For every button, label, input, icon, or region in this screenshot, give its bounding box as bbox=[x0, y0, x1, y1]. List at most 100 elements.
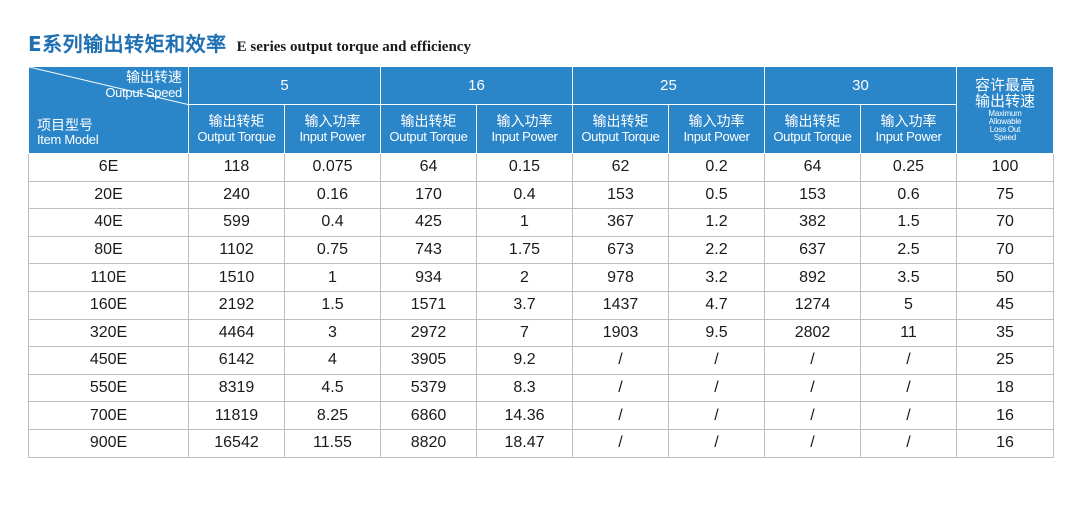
cell-power-30: 1.5 bbox=[860, 208, 957, 237]
cell-torque-16: 3905 bbox=[380, 346, 477, 375]
cell-power-5: 4 bbox=[284, 346, 381, 375]
cell-torque-30: 637 bbox=[764, 236, 861, 265]
cell-torque-25: 367 bbox=[572, 208, 669, 237]
cell-torque-5: 1510 bbox=[188, 263, 285, 292]
cell-torque-5: 240 bbox=[188, 181, 285, 210]
max-speed-en-line2: Allowable bbox=[988, 116, 1022, 126]
cell-torque-25: 673 bbox=[572, 236, 669, 265]
page-title: E系列输出转矩和效率 E series output torque and ef… bbox=[28, 28, 471, 58]
corner-model-label: 项目型号 Item Model bbox=[37, 118, 99, 148]
cell-power-5: 1.5 bbox=[284, 291, 381, 320]
cell-item-model: 550E bbox=[28, 374, 189, 403]
cell-power-16: 1 bbox=[476, 208, 573, 237]
cell-torque-16: 425 bbox=[380, 208, 477, 237]
cell-torque-25: / bbox=[572, 401, 669, 430]
corner-diagonal-line bbox=[29, 67, 188, 106]
table-row: 700E 11819 8.25 6860 14.36// //16 bbox=[28, 401, 1054, 430]
corner-model-en: Item Model bbox=[37, 132, 99, 148]
cell-max-speed: 16 bbox=[956, 401, 1054, 430]
cell-item-model: 110E bbox=[28, 263, 189, 292]
table-row: 160E 2192 1.5 1571 3.7 1437 4.7 1274 5 45 bbox=[28, 291, 1054, 320]
col-header-torque-en: Output Torque bbox=[581, 128, 660, 144]
cell-power-25: / bbox=[668, 429, 765, 458]
col-header-power-en: Input Power bbox=[683, 128, 750, 144]
col-header-power-cn: 输入功率 bbox=[688, 113, 745, 130]
max-speed-cn-line1: 容许最高 bbox=[974, 76, 1035, 95]
cell-max-speed: 100 bbox=[956, 153, 1054, 182]
cell-power-16: 9.2 bbox=[476, 346, 573, 375]
cell-torque-25: / bbox=[572, 346, 669, 375]
cell-power-5: 0.4 bbox=[284, 208, 381, 237]
cell-power-30: 5 bbox=[860, 291, 957, 320]
col-header-torque: 输出转矩 Output Torque bbox=[380, 104, 477, 154]
col-header-power-en: Input Power bbox=[491, 128, 558, 144]
table-header: 输出转速 Output Speed 项目型号 Item Model 5 16 2… bbox=[28, 66, 1054, 154]
cell-max-speed: 35 bbox=[956, 319, 1054, 348]
col-header-torque-cn: 输出转矩 bbox=[784, 113, 841, 130]
cell-torque-16: 170 bbox=[380, 181, 477, 210]
cell-power-5: 3 bbox=[284, 319, 381, 348]
col-header-power: 输入功率 Input Power bbox=[860, 104, 957, 154]
title-english: E series output torque and efficiency bbox=[236, 39, 471, 55]
cell-power-25: / bbox=[668, 346, 765, 375]
cell-power-16: 2 bbox=[476, 263, 573, 292]
cell-torque-30: / bbox=[764, 429, 861, 458]
table-row: 900E 16542 11.55 8820 18.47// //16 bbox=[28, 429, 1054, 458]
cell-item-model: 80E bbox=[28, 236, 189, 265]
cell-torque-30: / bbox=[764, 346, 861, 375]
table-body: 6E 118 0.075 64 0.15 62 0.2 64 0.25 100 20E 240 0.16… bbox=[28, 153, 1054, 458]
col-header-torque-cn: 输出转矩 bbox=[208, 113, 265, 130]
cell-power-30: 2.5 bbox=[860, 236, 957, 265]
cell-torque-30: 64 bbox=[764, 153, 861, 182]
cell-max-speed: 16 bbox=[956, 429, 1054, 458]
cell-max-speed: 70 bbox=[956, 208, 1054, 237]
table-row: 80E 1102 0.75 743 1.75 673 2.2 637 2.5 70 bbox=[28, 236, 1054, 265]
col-header-power-en: Input Power bbox=[299, 128, 366, 144]
cell-power-16: 0.4 bbox=[476, 181, 573, 210]
cell-item-model: 700E bbox=[28, 401, 189, 430]
table-row: 550E 8319 4.5 5379 8.3// //18 bbox=[28, 374, 1054, 403]
torque-efficiency-table: 输出转速 Output Speed 项目型号 Item Model 5 16 2… bbox=[28, 66, 1054, 458]
cell-torque-25: / bbox=[572, 429, 669, 458]
cell-torque-16: 743 bbox=[380, 236, 477, 265]
cell-power-5: 0.075 bbox=[284, 153, 381, 182]
corner-speed-label: 输出转速 Output Speed bbox=[105, 71, 182, 99]
cell-power-25: 4.7 bbox=[668, 291, 765, 320]
cell-torque-25: 153 bbox=[572, 181, 669, 210]
cell-torque-30: / bbox=[764, 401, 861, 430]
cell-power-25: 1.2 bbox=[668, 208, 765, 237]
cell-power-25: / bbox=[668, 374, 765, 403]
col-header-power: 输入功率 Input Power bbox=[476, 104, 573, 154]
cell-torque-5: 16542 bbox=[188, 429, 285, 458]
cell-power-30: 11 bbox=[860, 319, 957, 348]
cell-power-25: / bbox=[668, 401, 765, 430]
cell-power-16: 0.15 bbox=[476, 153, 573, 182]
cell-torque-16: 2972 bbox=[380, 319, 477, 348]
cell-power-5: 4.5 bbox=[284, 374, 381, 403]
cell-item-model: 160E bbox=[28, 291, 189, 320]
cell-power-5: 1 bbox=[284, 263, 381, 292]
col-header-torque-en: Output Torque bbox=[197, 128, 276, 144]
cell-power-16: 18.47 bbox=[476, 429, 573, 458]
cell-max-speed: 75 bbox=[956, 181, 1054, 210]
max-speed-en-line3: Loss Out bbox=[989, 124, 1021, 134]
cell-max-speed: 50 bbox=[956, 263, 1054, 292]
cell-torque-25: 1437 bbox=[572, 291, 669, 320]
cell-max-speed: 18 bbox=[956, 374, 1054, 403]
corner-header: 输出转速 Output Speed 项目型号 Item Model bbox=[28, 66, 189, 154]
cell-torque-5: 11819 bbox=[188, 401, 285, 430]
cell-torque-5: 6142 bbox=[188, 346, 285, 375]
cell-power-5: 11.55 bbox=[284, 429, 381, 458]
cell-power-25: 0.5 bbox=[668, 181, 765, 210]
cell-power-5: 0.75 bbox=[284, 236, 381, 265]
cell-torque-5: 4464 bbox=[188, 319, 285, 348]
cell-torque-30: 892 bbox=[764, 263, 861, 292]
cell-power-30: 3.5 bbox=[860, 263, 957, 292]
cell-torque-30: / bbox=[764, 374, 861, 403]
cell-torque-5: 8319 bbox=[188, 374, 285, 403]
cell-item-model: 40E bbox=[28, 208, 189, 237]
col-header-power-en: Input Power bbox=[875, 128, 942, 144]
cell-torque-25: 1903 bbox=[572, 319, 669, 348]
cell-torque-16: 934 bbox=[380, 263, 477, 292]
cell-power-25: 0.2 bbox=[668, 153, 765, 182]
